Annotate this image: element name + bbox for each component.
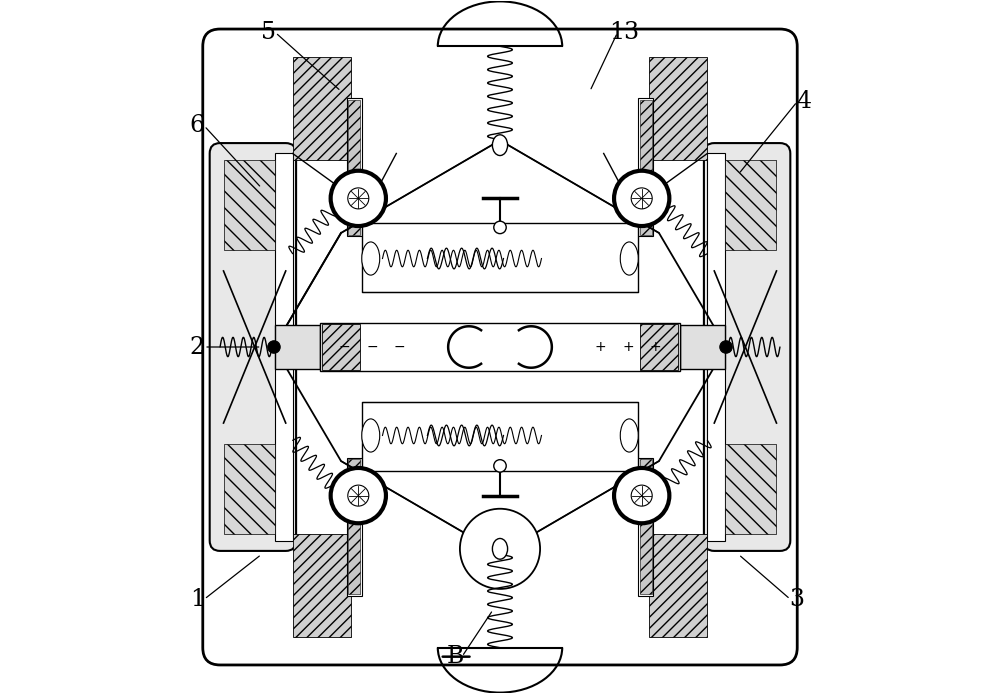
Circle shape [268,341,280,353]
Circle shape [615,171,669,226]
Circle shape [494,221,506,234]
Bar [347,98,362,237]
Bar [649,534,707,637]
Text: 4: 4 [797,90,812,113]
Text: +: + [594,340,606,354]
Bar [649,57,707,160]
Text: 1: 1 [190,588,205,611]
Circle shape [331,171,385,226]
Ellipse shape [492,539,508,559]
Text: 3: 3 [790,588,805,611]
Circle shape [494,459,506,472]
Text: 5: 5 [261,21,276,44]
Bar [362,403,638,471]
Bar [347,457,362,596]
Bar [348,459,360,595]
Circle shape [631,188,652,209]
Bar [320,323,680,371]
Bar [725,160,776,251]
Bar [640,459,652,595]
FancyBboxPatch shape [210,143,296,551]
Ellipse shape [362,419,380,452]
Ellipse shape [492,135,508,155]
FancyBboxPatch shape [704,143,790,551]
Text: −: − [339,340,350,354]
Bar [348,99,360,235]
Bar [322,324,360,370]
Text: B: B [446,645,464,668]
Circle shape [631,485,652,506]
Text: 2: 2 [190,335,205,359]
Circle shape [348,188,369,209]
Circle shape [460,509,540,589]
Bar [293,57,351,160]
Bar [224,160,275,251]
Ellipse shape [362,242,380,275]
Bar [638,98,653,237]
Bar [680,325,725,369]
Bar [275,153,293,541]
FancyBboxPatch shape [203,29,797,665]
Circle shape [348,485,369,506]
Circle shape [720,341,732,353]
Circle shape [615,468,669,523]
Ellipse shape [620,242,638,275]
Bar [293,534,351,637]
Bar [224,443,275,534]
Text: +: + [622,340,634,354]
Text: 13: 13 [609,21,639,44]
Bar [707,153,725,541]
Bar [725,443,776,534]
Bar [640,324,678,370]
Bar [362,223,638,291]
Bar [638,457,653,596]
Text: −: − [394,340,406,354]
Bar [640,99,652,235]
Text: −: − [366,340,378,354]
Circle shape [331,468,385,523]
Text: 6: 6 [190,115,205,137]
Bar [275,325,320,369]
Text: +: + [650,340,661,354]
Ellipse shape [620,419,638,452]
